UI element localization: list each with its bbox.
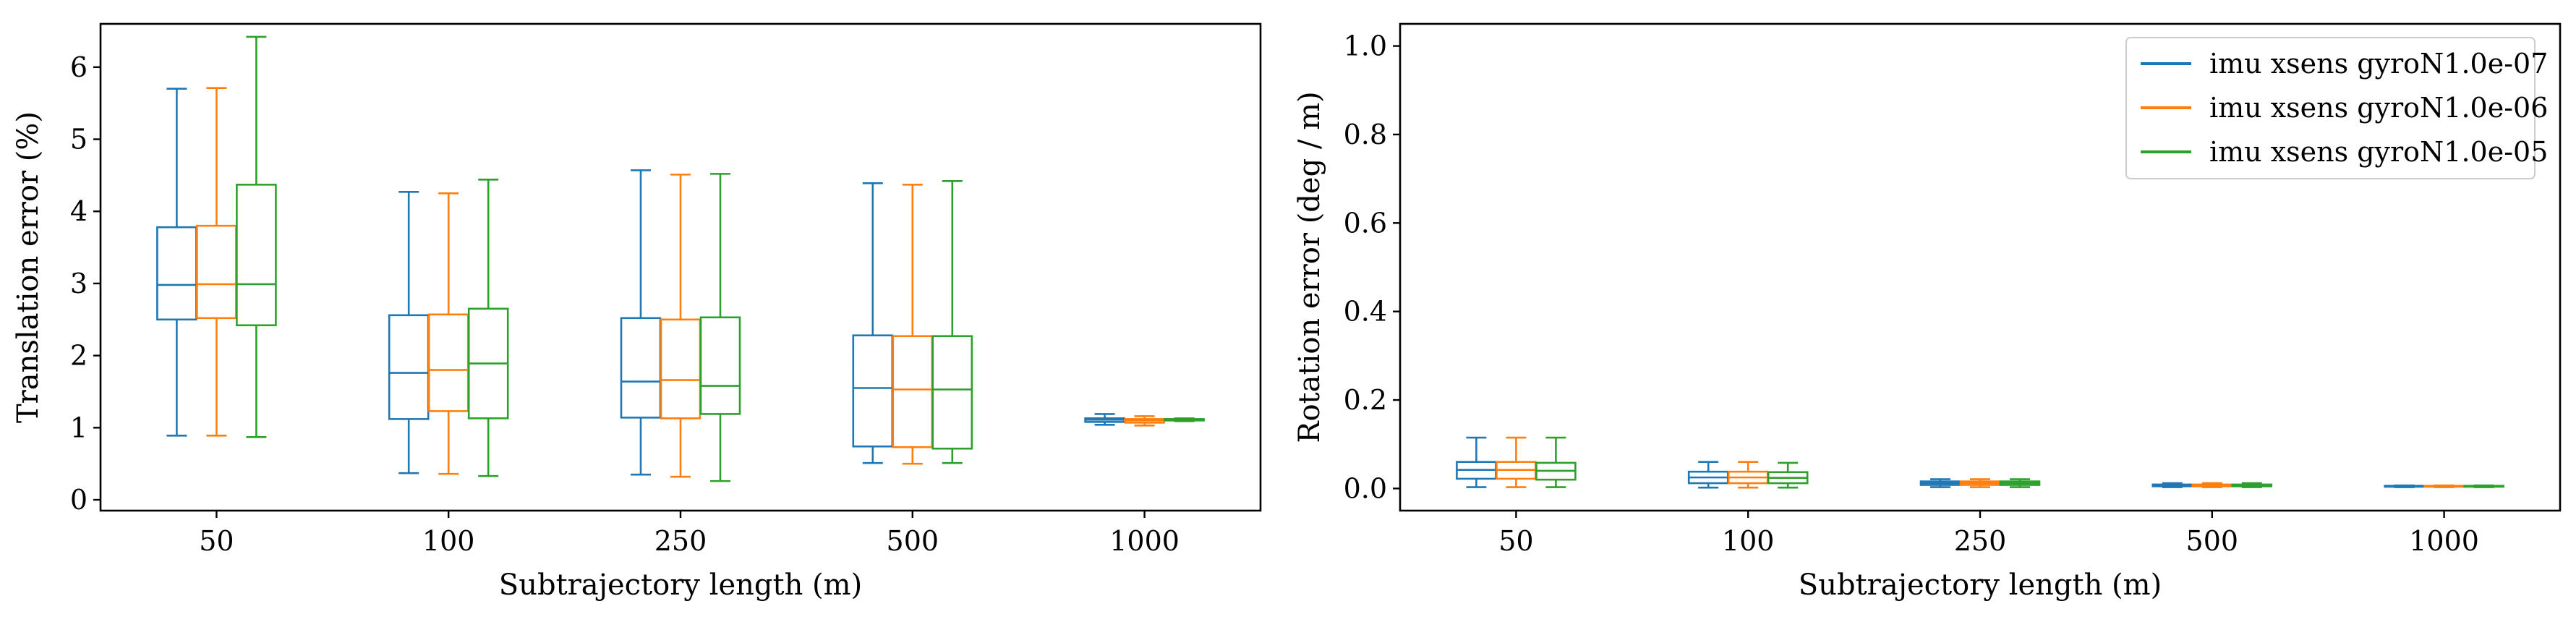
- legend-label-gyro-1e-07: imu xsens gyroN1.0e-07: [2209, 48, 2548, 80]
- rotation-box-1000-series-3: [2463, 484, 2504, 488]
- legend-entry-gyro-1e-07: imu xsens gyroN1.0e-07: [2141, 48, 2548, 80]
- rotation-x-tick-label: 250: [1954, 525, 2007, 557]
- box-iqr: [236, 184, 277, 327]
- rotation-box-plots: [1456, 436, 2504, 489]
- translation-x-tick-label: 1000: [1109, 525, 1180, 557]
- legend-entry-gyro-1e-05: imu xsens gyroN1.0e-05: [2141, 136, 2548, 168]
- translation-box-250-series-3: [699, 173, 741, 482]
- rotation-box-500-series-3: [2231, 482, 2273, 488]
- translation-box-50-series-1: [156, 88, 197, 437]
- rotation-x-axis-label: Subtrajectory length (m): [1799, 568, 2162, 602]
- translation-y-ticks: 0 1 2 3 4 5 6: [70, 51, 101, 516]
- legend-label-gyro-1e-06: imu xsens gyroN1.0e-06: [2209, 92, 2548, 124]
- rotation-error-panel: 0.0 0.2 0.4 0.6 0.8 1.0 50 100 250 500 1000 Subtr…: [1293, 22, 2562, 602]
- translation-y-tick-label: 2: [70, 340, 88, 372]
- translation-box-1000-series-3: [1164, 417, 1205, 422]
- legend-entry-gyro-1e-06: imu xsens gyroN1.0e-06: [2141, 92, 2548, 124]
- rotation-box-1000-series-2: [2423, 484, 2465, 488]
- translation-x-tick-label: 250: [654, 525, 707, 557]
- translation-box-500-series-3: [931, 180, 973, 464]
- box-iqr: [699, 316, 741, 415]
- translation-y-tick-label: 6: [70, 51, 88, 83]
- rotation-box-500-series-1: [2151, 482, 2193, 488]
- rotation-y-tick-label: 0.8: [1344, 119, 1387, 150]
- rotation-box-50-series-3: [1535, 436, 1577, 488]
- translation-y-tick-label: 0: [70, 484, 88, 516]
- translation-x-tick-label: 50: [199, 525, 234, 557]
- rotation-y-axis-label: Rotation error (deg / m): [1293, 91, 1326, 443]
- translation-box-plots: [156, 35, 1205, 482]
- rotation-y-tick-label: 0.2: [1344, 384, 1387, 416]
- translation-x-tick-label: 500: [887, 525, 939, 557]
- rotation-box-50-series-1: [1456, 436, 1497, 488]
- translation-y-axis-label: Translation error (%): [12, 111, 45, 423]
- legend: imu xsens gyroN1.0e-07 imu xsens gyroN1.…: [2125, 37, 2548, 179]
- translation-x-axis-label: Subtrajectory length (m): [499, 568, 862, 602]
- translation-box-50-series-3: [236, 35, 277, 438]
- rotation-box-100-series-3: [1767, 461, 1809, 489]
- rotation-x-tick-label: 100: [1722, 525, 1775, 557]
- rotation-y-tick-label: 0.0: [1344, 472, 1387, 504]
- translation-y-tick-label: 4: [70, 195, 88, 227]
- rotation-box-1000-series-1: [2384, 484, 2425, 488]
- rotation-box-500-series-2: [2191, 482, 2233, 488]
- rotation-box-100-series-1: [1687, 461, 1729, 489]
- rotation-y-tick-label: 0.4: [1344, 296, 1387, 328]
- translation-x-ticks: 50 100 250 500 1000: [199, 511, 1180, 557]
- box-iqr: [931, 335, 973, 450]
- translation-x-tick-label: 100: [422, 525, 475, 557]
- rotation-y-ticks: 0.0 0.2 0.4 0.6 0.8 1.0: [1344, 30, 1400, 504]
- rotation-box-250-series-3: [1999, 478, 2041, 488]
- rotation-y-tick-label: 1.0: [1344, 30, 1387, 62]
- translation-error-panel: 0 1 2 3 4 5 6 50 100 250 500 1000 Subtrajectory le…: [12, 22, 1262, 602]
- rotation-axes-frame: [1399, 22, 2562, 512]
- translation-y-tick-label: 3: [70, 268, 88, 299]
- legend-label-gyro-1e-05: imu xsens gyroN1.0e-05: [2209, 136, 2548, 168]
- rotation-y-tick-label: 0.6: [1344, 207, 1387, 239]
- rotation-x-tick-label: 1000: [2409, 525, 2479, 557]
- rotation-x-tick-label: 50: [1498, 525, 1533, 557]
- rotation-x-tick-label: 500: [2186, 525, 2239, 557]
- translation-box-100-series-3: [467, 179, 509, 477]
- translation-y-tick-label: 5: [70, 124, 88, 156]
- rotation-x-ticks: 50 100 250 500 1000: [1498, 511, 2479, 557]
- legend-frame: [2125, 37, 2536, 179]
- translation-y-tick-label: 1: [70, 412, 88, 443]
- translation-axes-frame: [99, 22, 1262, 512]
